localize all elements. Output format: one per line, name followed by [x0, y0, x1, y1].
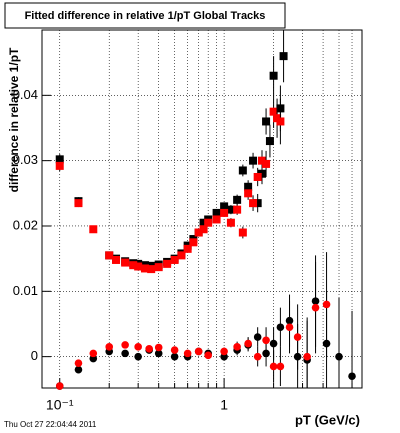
- marker: [89, 349, 98, 358]
- marker: [244, 339, 252, 348]
- marker: [140, 264, 149, 273]
- marker: [220, 208, 229, 217]
- marker: [189, 238, 198, 247]
- y-axis-label: difference in relative 1/pT: [7, 47, 21, 192]
- marker: [233, 195, 242, 204]
- marker: [170, 255, 179, 264]
- marker: [257, 156, 266, 165]
- marker: [226, 205, 235, 214]
- marker: [262, 336, 270, 345]
- marker: [238, 228, 247, 237]
- marker: [204, 218, 213, 227]
- marker: [55, 155, 64, 164]
- marker: [145, 345, 153, 353]
- marker: [348, 372, 356, 381]
- y-tick-label: 0.04: [13, 87, 38, 102]
- marker: [335, 352, 343, 361]
- y-tick-label: 0: [31, 348, 38, 363]
- marker: [55, 382, 64, 390]
- marker: [55, 161, 64, 170]
- marker: [170, 352, 179, 361]
- marker: [244, 189, 253, 198]
- marker: [269, 339, 278, 348]
- marker: [253, 172, 262, 181]
- marker: [154, 263, 163, 272]
- marker: [183, 244, 192, 253]
- marker: [279, 52, 288, 61]
- x-tick-label: 1: [220, 397, 228, 413]
- marker: [238, 166, 247, 175]
- footer: Thu Oct 27 22:04:44 2011: [4, 420, 97, 429]
- marker: [134, 352, 142, 361]
- marker: [89, 225, 98, 234]
- marker: [276, 117, 285, 126]
- marker: [121, 341, 129, 349]
- marker: [220, 352, 228, 361]
- title-box: [4, 2, 286, 29]
- marker: [212, 215, 221, 224]
- marker: [276, 323, 285, 332]
- marker: [105, 343, 114, 351]
- x-tick-label: 10⁻¹: [46, 397, 74, 413]
- marker: [249, 199, 258, 208]
- marker: [303, 352, 311, 361]
- marker: [194, 228, 203, 237]
- marker: [226, 218, 235, 227]
- marker: [74, 365, 83, 374]
- marker: [129, 261, 138, 270]
- x-axis-label: pT (GeV/c): [295, 412, 360, 427]
- marker: [233, 205, 242, 214]
- y-tick-label: 0.01: [13, 283, 38, 298]
- marker: [204, 351, 212, 360]
- marker: [194, 347, 203, 356]
- marker: [105, 251, 114, 260]
- marker: [269, 362, 278, 371]
- marker: [121, 349, 129, 358]
- marker: [212, 208, 221, 217]
- y-tick-label: 0.03: [13, 152, 38, 167]
- marker: [134, 262, 143, 271]
- marker: [134, 343, 142, 351]
- chart-title: Fitted difference in relative 1/pT Globa…: [25, 10, 266, 22]
- marker: [269, 107, 278, 116]
- marker: [199, 225, 208, 234]
- plot-frame: [41, 29, 363, 389]
- marker: [293, 333, 302, 341]
- marker: [253, 352, 262, 361]
- marker: [233, 343, 241, 351]
- marker: [322, 300, 331, 309]
- plot-area: 0 0.01 0.02 0.03 0.04 10⁻¹ 1: [13, 29, 363, 413]
- marker: [154, 349, 163, 358]
- marker: [257, 169, 266, 178]
- marker: [253, 333, 262, 341]
- marker: [265, 137, 274, 146]
- marker: [147, 265, 156, 274]
- marker: [220, 347, 228, 356]
- marker: [276, 362, 285, 371]
- marker: [121, 258, 130, 267]
- marker: [249, 156, 258, 165]
- marker: [220, 202, 229, 211]
- marker: [89, 354, 98, 363]
- marker: [253, 199, 262, 208]
- marker: [311, 303, 320, 312]
- marker: [163, 259, 172, 268]
- marker: [112, 255, 121, 264]
- marker: [269, 71, 278, 80]
- marker: [170, 346, 179, 354]
- marker: [285, 323, 294, 332]
- y-tick-label: 0.02: [13, 217, 38, 232]
- marker: [154, 343, 163, 352]
- marker: [183, 349, 192, 358]
- marker: [177, 251, 186, 260]
- marker: [262, 159, 271, 168]
- marker: [74, 199, 83, 208]
- marker: [262, 117, 271, 126]
- marker: [74, 359, 83, 367]
- marker: [199, 218, 208, 227]
